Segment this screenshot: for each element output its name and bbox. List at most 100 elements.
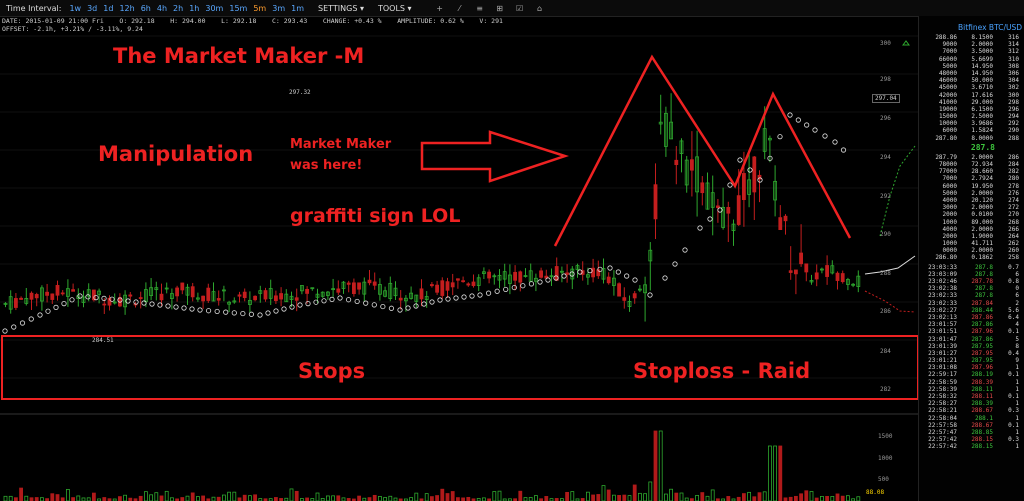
- cell: 2.0000: [971, 204, 993, 212]
- cell: 23:01:57: [928, 321, 957, 329]
- cell: 1: [1015, 385, 1019, 393]
- volume-bar: [92, 492, 96, 501]
- cell: 0: [1015, 285, 1019, 293]
- cell: 4000: [942, 225, 957, 233]
- tool-icon-4[interactable]: ☑: [515, 3, 524, 13]
- cell: 300: [1008, 91, 1019, 99]
- cell: 286.80: [935, 254, 957, 262]
- volume-bar: [372, 494, 377, 501]
- interval-5m[interactable]: 5m: [253, 3, 267, 13]
- sar-dot: [117, 297, 123, 303]
- cell: 306: [1008, 69, 1019, 77]
- annotation-graffiti: graffiti sign LOL: [290, 205, 461, 227]
- volume-bar: [825, 495, 829, 501]
- volume-bar: [799, 493, 803, 501]
- cell: 308: [1008, 62, 1019, 70]
- sar-dot: [214, 308, 220, 315]
- volume-bar: [544, 496, 549, 501]
- cell: 4: [1015, 321, 1019, 329]
- settings-menu[interactable]: SETTINGS ▾: [318, 3, 364, 13]
- candle-body: [45, 291, 49, 296]
- price-tick: 284: [880, 348, 891, 355]
- interval-1m[interactable]: 1m: [291, 3, 305, 13]
- interval-3d[interactable]: 3d: [87, 3, 98, 13]
- cell: 23:02:13: [928, 313, 957, 321]
- cell: 3000: [942, 204, 957, 212]
- volume-bar: [180, 497, 185, 501]
- volume-bar: [221, 494, 226, 501]
- candle-body: [716, 205, 720, 208]
- trade-row: 23:02:46 287.78 0.8: [919, 278, 1024, 285]
- candle-body: [154, 287, 159, 291]
- cell: 268: [1008, 218, 1019, 226]
- sar-dot: [545, 277, 551, 283]
- bid-list: 287.79 2.0000 286 78000 72.934 284 77000 28.660…: [919, 154, 1024, 262]
- interval-4h[interactable]: 4h: [156, 3, 168, 13]
- trade-row: 23:03:33 287.8 0.7: [919, 264, 1024, 271]
- candle-body: [783, 215, 788, 222]
- cell: 3.9686: [971, 120, 993, 128]
- interval-1d[interactable]: 1d: [103, 3, 114, 13]
- candle-body: [8, 296, 13, 310]
- interval-2h[interactable]: 2h: [173, 3, 184, 13]
- bid-row: 1000 89.000 268: [919, 219, 1024, 226]
- candle-body: [560, 270, 564, 273]
- volume-bar: [159, 495, 164, 501]
- interval-12h[interactable]: 12h: [119, 3, 135, 13]
- volume-bar: [154, 492, 159, 501]
- cell: 5.6699: [971, 55, 993, 63]
- sar-dot: [61, 300, 67, 307]
- volume-bar: [840, 495, 845, 501]
- candle-body: [586, 274, 590, 278]
- tool-icon-3[interactable]: ⊞: [496, 3, 503, 13]
- volume-bar: [424, 493, 429, 501]
- interval-1h[interactable]: 1h: [189, 3, 200, 13]
- tool-icon-2[interactable]: ≡: [476, 3, 483, 13]
- cell: 290: [1008, 127, 1019, 135]
- time-interval-label: Time Interval:: [6, 3, 62, 13]
- trade-row: 23:01:21 287.95 9: [919, 357, 1024, 364]
- candle-body: [190, 286, 195, 298]
- trade-row: 23:03:09 287.8 6: [919, 271, 1024, 278]
- cell: 22:57:42: [928, 436, 957, 444]
- volume-bar: [679, 492, 684, 501]
- cell: 41.711: [971, 240, 993, 248]
- order-book-title: Bitfinex BTC/USD: [957, 23, 1022, 32]
- interval-1w[interactable]: 1w: [69, 3, 82, 13]
- cell: 5: [1015, 335, 1019, 343]
- candle-body: [310, 287, 315, 290]
- volume-bar: [700, 492, 705, 501]
- trade-row: 22:58:39 288.11 1: [919, 386, 1024, 393]
- cell: 284: [1008, 161, 1019, 168]
- sar-dot: [485, 290, 492, 296]
- volume-bar: [409, 497, 414, 501]
- candle-body: [705, 182, 710, 210]
- trade-list: 23:03:33 287.8 0.7 23:03:09 287.8 6 23:02:46 28…: [919, 264, 1024, 451]
- candle-body: [851, 283, 855, 286]
- tool-icon-0[interactable]: +: [436, 3, 443, 13]
- volume-bar: [34, 497, 39, 501]
- interval-3m[interactable]: 3m: [272, 3, 286, 13]
- interval-30m[interactable]: 30m: [205, 3, 224, 13]
- cell: 17.616: [971, 91, 993, 99]
- price-tick: 296: [880, 115, 891, 122]
- sar-dot: [149, 301, 155, 307]
- tools-menu[interactable]: TOOLS ▾: [377, 3, 412, 13]
- interval-6h[interactable]: 6h: [140, 3, 151, 13]
- cell: 2.0000: [971, 225, 993, 233]
- interval-15m[interactable]: 15m: [229, 3, 248, 13]
- sar-dot: [787, 112, 793, 118]
- candle-body: [794, 269, 798, 275]
- cell: 0.1862: [971, 254, 993, 262]
- cell: 29.000: [971, 98, 993, 106]
- tool-icon-5[interactable]: ⌂: [537, 3, 543, 13]
- candle-body: [643, 284, 647, 294]
- tool-icon-1[interactable]: ⁄: [458, 3, 461, 13]
- price-tick: 294: [880, 154, 891, 161]
- cell: 66000: [938, 55, 957, 63]
- sar-dot: [19, 320, 26, 326]
- price-chart[interactable]: [0, 16, 918, 501]
- sar-dot: [321, 298, 327, 304]
- sar-dot: [511, 284, 517, 291]
- candle-body: [809, 279, 814, 283]
